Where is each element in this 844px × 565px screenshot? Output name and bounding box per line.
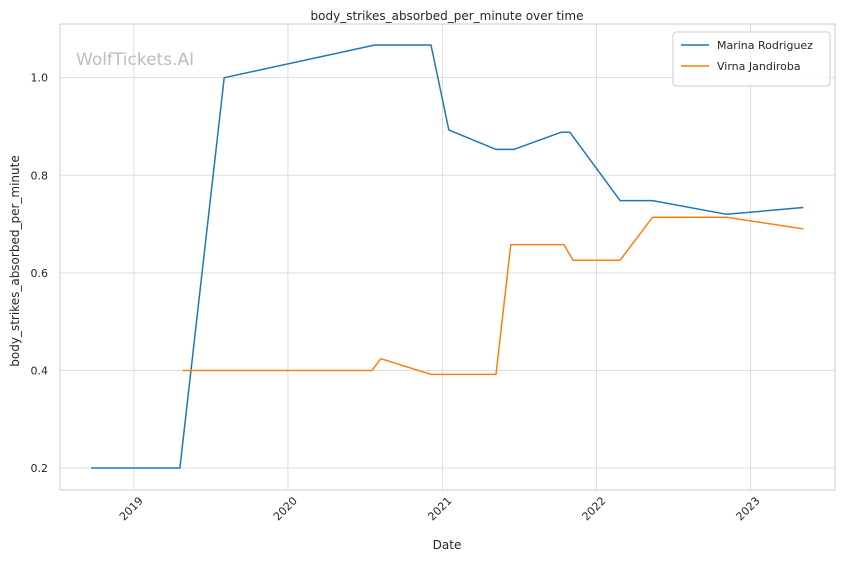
y-tick-label: 0.6 bbox=[31, 267, 49, 280]
y-tick-label: 0.2 bbox=[31, 462, 49, 475]
series-layer bbox=[91, 44, 804, 469]
y-axis-label: body_strikes_absorbed_per_minute bbox=[8, 155, 22, 366]
legend: Marina Rodriguez Virna Jandiroba bbox=[672, 31, 831, 87]
legend-label: Marina Rodriguez bbox=[717, 39, 813, 52]
legend-label: Virna Jandiroba bbox=[717, 60, 801, 73]
y-tick-label: 0.8 bbox=[31, 169, 49, 182]
watermark-text: WolfTickets.AI bbox=[76, 50, 194, 70]
y-tick-label: 1.0 bbox=[31, 72, 49, 85]
x-axis-label: Date bbox=[433, 538, 462, 552]
series-line bbox=[182, 216, 804, 376]
y-axis-ticks: 0.2 0.4 0.6 0.8 1.0 bbox=[31, 72, 49, 475]
chart-title: body_strikes_absorbed_per_minute over ti… bbox=[311, 9, 584, 23]
series-line bbox=[91, 44, 804, 469]
y-tick-label: 0.4 bbox=[31, 364, 49, 377]
legend-box bbox=[672, 31, 831, 87]
plot-area-frame bbox=[59, 23, 836, 491]
